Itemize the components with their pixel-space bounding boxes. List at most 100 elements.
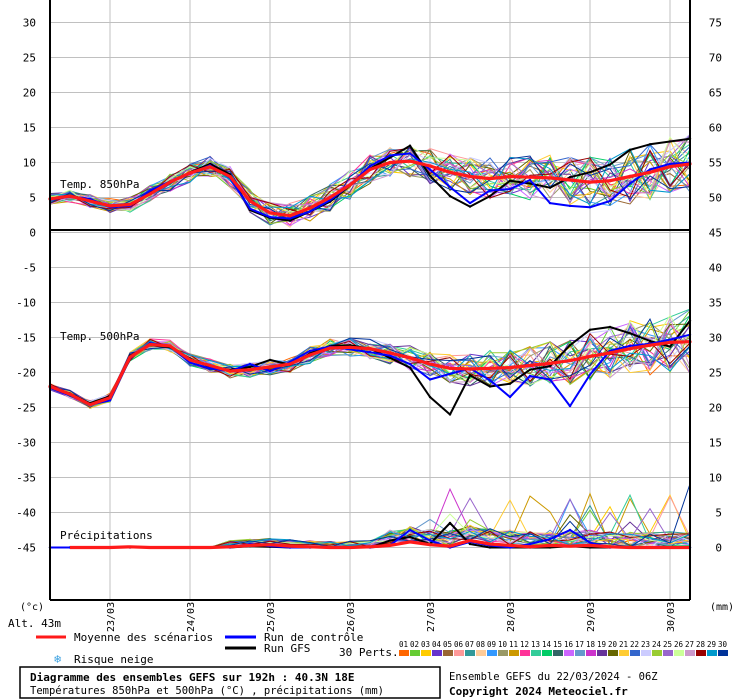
t500-control-line-point: [428, 378, 432, 381]
panel-label-500: Temp. 500hPa: [60, 330, 139, 343]
t500-control-line-point: [668, 338, 672, 341]
pert-color-swatch: [498, 650, 508, 656]
legend-control-label: Run de contrôle: [264, 631, 363, 644]
t500-mean-line-point: [668, 340, 672, 344]
x-tick-label: 27/03: [426, 602, 437, 632]
t500-control-line-point: [388, 354, 392, 357]
t500-mean-line-point: [148, 342, 152, 347]
t850-mean-line-point: [468, 174, 472, 179]
x-tick-label: 26/03: [346, 602, 357, 632]
t850-mean-line-point: [288, 214, 292, 218]
pert-number-label: 21: [619, 640, 628, 649]
t850-control-line-point: [368, 164, 372, 168]
t850-control-line-point: [408, 152, 412, 155]
t500-control-line-point: [568, 404, 572, 408]
t850-gfs-line-point: [628, 148, 632, 152]
pert-number-label: 18: [586, 640, 596, 649]
t500-control-line-point: [188, 361, 192, 364]
left-tick-label: -20: [16, 367, 36, 380]
t500-gfs-line-point: [468, 374, 472, 377]
t500-mean-line-point: [328, 346, 332, 350]
t850-gfs-line-point: [288, 219, 292, 222]
t850-mean-line-point: [148, 192, 152, 196]
t500-gfs-line-point: [248, 365, 252, 369]
t500-mean-line-point: [228, 369, 232, 373]
t500-control-line-point: [508, 395, 512, 399]
t850-mean-line-point: [648, 170, 652, 174]
left-tick-label: -5: [23, 262, 36, 275]
left-tick-label: 25: [23, 52, 36, 65]
left-tick-label: 20: [23, 87, 36, 100]
pert-color-swatch: [410, 650, 420, 656]
pert-color-swatch: [487, 650, 497, 656]
t850-control-line-point: [288, 217, 292, 220]
t850-mean-line-point: [268, 211, 272, 215]
t850-control-line-point: [488, 189, 492, 192]
t500-control-line-point: [488, 379, 492, 382]
pert-color-swatch: [432, 650, 442, 656]
pert-number-label: 19: [597, 640, 606, 649]
panel-label-precip: Précipitations: [60, 529, 153, 542]
t500-control-line-point: [268, 369, 272, 373]
t500-mean-line-point: [488, 366, 492, 370]
t850-mean-line-point: [588, 180, 592, 184]
t850-mean-line-point: [108, 204, 112, 208]
t500-mean-line-point: [88, 403, 92, 407]
t850-control-line-point: [268, 215, 272, 219]
left-tick-label: 30: [23, 17, 36, 30]
t500-mean-line-point: [288, 362, 292, 366]
x-tick-label: 24/03: [186, 602, 197, 632]
pert-number-label: 13: [531, 640, 540, 649]
precip-control-line-point: [408, 528, 412, 532]
t850-control-line-point: [588, 206, 592, 209]
pert-number-label: 28: [696, 640, 706, 649]
pert-number-label: 23: [641, 640, 650, 649]
pert-color-swatch: [608, 650, 618, 656]
right-tick-label: 5: [715, 507, 722, 520]
left-tick-label: -25: [16, 402, 36, 415]
pert-number-label: 06: [454, 640, 464, 649]
t850-mean-line-point: [668, 165, 672, 169]
left-tick-label: -35: [16, 472, 36, 485]
right-tick-label: 50: [709, 192, 722, 205]
t850-control-line-point: [468, 201, 472, 205]
left-tick-label: 0: [29, 227, 36, 240]
t850-control-line-point: [648, 168, 652, 171]
t850-mean-line-point: [188, 171, 192, 175]
t850-mean-line-point: [168, 180, 172, 184]
t850-control-line-point: [328, 199, 332, 202]
t500-mean-line-point: [268, 365, 272, 369]
legend-perts-label: 30 Perts.: [339, 646, 399, 659]
t500-mean-line-point: [168, 344, 172, 348]
pert-number-label: 16: [564, 640, 574, 649]
pert-color-swatch: [685, 650, 695, 656]
t500-control-line-point: [628, 344, 632, 348]
pert-number-label: 07: [465, 640, 474, 649]
t500-gfs-line-point: [668, 345, 672, 348]
pert-number-label: 10: [498, 640, 508, 649]
t850-control-line-point: [668, 162, 672, 166]
t500-control-line-point: [528, 374, 532, 378]
pert-color-swatch: [641, 650, 651, 656]
t850-mean-line-point: [428, 164, 432, 168]
precip-gfs-line-point: [408, 535, 412, 539]
right-unit-label: (mm): [710, 602, 734, 613]
x-tick-label: 28/03: [506, 602, 517, 632]
pert-number-label: 17: [575, 640, 584, 649]
pert-color-swatch: [454, 650, 464, 656]
t500-mean-line-point: [448, 366, 452, 370]
t500-mean-line-point: [188, 358, 192, 362]
t500-gfs-line-point: [648, 339, 652, 343]
t850-gfs-line-point: [448, 194, 452, 198]
precip-gfs-line-point: [388, 539, 392, 542]
t850-mean-line-point: [88, 199, 92, 203]
t500-mean-line-point: [548, 361, 552, 365]
pert-color-swatch: [520, 650, 530, 656]
main-series-lines: [48, 137, 692, 550]
pert-number-label: 04: [432, 640, 442, 649]
right-tick-label: 70: [709, 52, 722, 65]
right-tick-label: 65: [709, 87, 722, 100]
t850-gfs-line-point: [668, 140, 672, 143]
right-tick-label: 40: [709, 262, 722, 275]
